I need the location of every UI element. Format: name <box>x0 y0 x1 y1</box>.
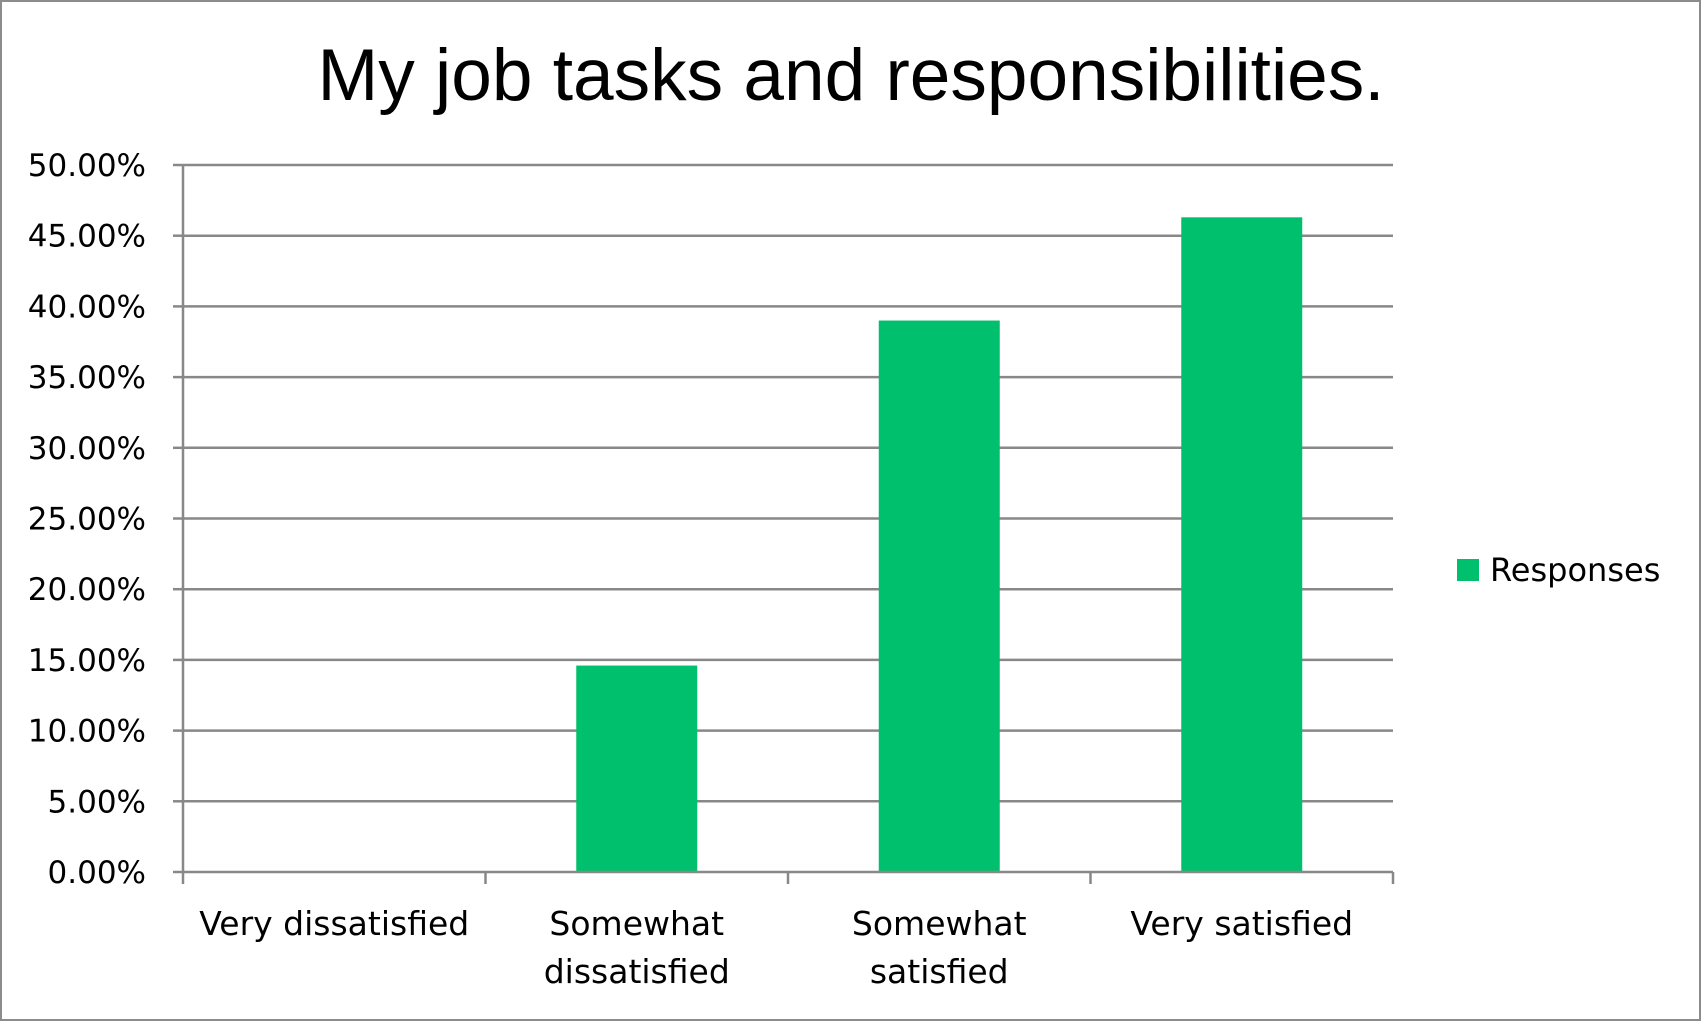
legend-label-responses: Responses <box>1490 551 1660 589</box>
y-tick-label: 45.00% <box>28 219 146 255</box>
y-tick-label: 30.00% <box>28 431 146 467</box>
bar <box>576 665 698 872</box>
y-tick-label: 50.00% <box>28 148 146 184</box>
x-category-label: satisfied <box>870 952 1009 991</box>
x-category-label: Very satisfied <box>1130 904 1353 943</box>
chart-title: My job tasks and responsibilities. <box>317 35 1384 116</box>
legend: Responses <box>1457 551 1660 589</box>
y-tick-label: 40.00% <box>28 289 146 325</box>
axes <box>173 163 1395 884</box>
legend-swatch <box>1457 559 1479 581</box>
x-axis-category-labels: Very dissatisfied Somewhat dissatisfied Som… <box>199 904 1353 991</box>
y-tick-label: 25.00% <box>28 502 146 538</box>
x-category-label: Somewhat <box>549 904 724 943</box>
y-tick-label: 0.00% <box>48 855 146 891</box>
x-category-label: Very dissatisfied <box>199 904 469 943</box>
y-tick-label: 15.00% <box>28 643 146 679</box>
bars <box>576 217 1303 872</box>
y-tick-label: 35.00% <box>28 360 146 396</box>
y-tick-label: 20.00% <box>28 572 146 608</box>
bar <box>1181 217 1303 872</box>
bar <box>878 320 1000 872</box>
y-axis-tick-labels: 0.00% 5.00% 10.00% 15.00% 20.00% 25.00% 30.00%… <box>28 148 146 891</box>
y-tick-label: 10.00% <box>28 714 146 750</box>
x-category-label: Somewhat <box>852 904 1027 943</box>
y-tick-label: 5.00% <box>48 784 146 820</box>
x-category-label: dissatisfied <box>544 952 730 991</box>
